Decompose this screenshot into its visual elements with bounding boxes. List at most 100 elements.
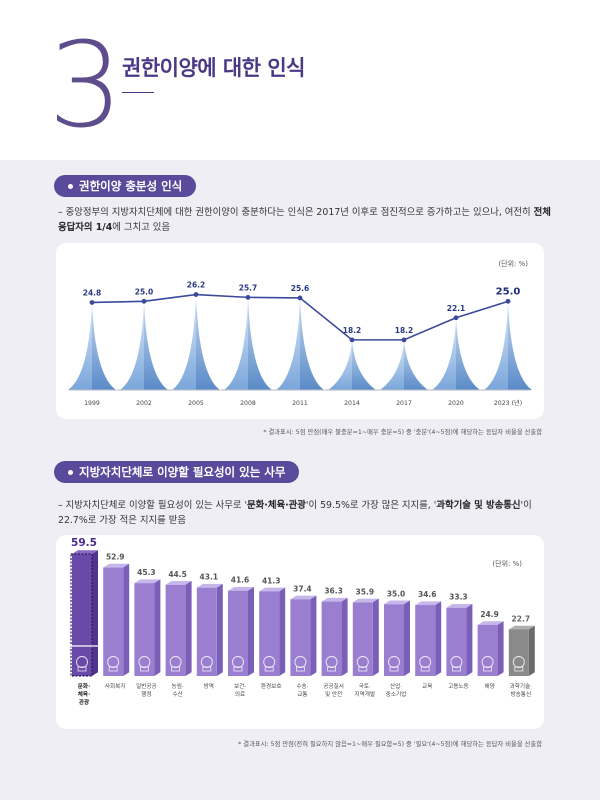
section1-desc-suffix: 에 그치고 있음 bbox=[112, 222, 170, 233]
x-tick-label: 2002 bbox=[136, 400, 152, 407]
data-label: 25.6 bbox=[291, 284, 310, 293]
bar bbox=[134, 583, 155, 676]
category-label: 의료 bbox=[235, 691, 245, 698]
section2-description: – 지방자치단체로 이양할 필요성이 있는 사무로 '문화·체육·관광'이 59… bbox=[58, 498, 558, 528]
category-label: 사회복지 bbox=[105, 682, 126, 690]
x-tick-label: 2017 bbox=[396, 400, 412, 407]
data-point bbox=[89, 300, 95, 305]
bar bbox=[196, 587, 217, 676]
bar bbox=[352, 602, 373, 676]
city-crane-icon bbox=[356, 656, 369, 672]
x-tick-label: 2020 bbox=[448, 400, 464, 407]
bar-side bbox=[248, 586, 254, 676]
bar-side bbox=[185, 581, 192, 676]
section2-title-pill: 지방자치단체로 이양할 필요성이 있는 사무 bbox=[54, 461, 300, 483]
bar-top bbox=[165, 581, 192, 585]
x-tick-label: 2023 (년) bbox=[494, 399, 522, 407]
chapter-number: 3 bbox=[48, 16, 124, 154]
category-label: 보건· bbox=[234, 683, 246, 690]
bar-value-label: 44.5 bbox=[168, 570, 187, 579]
bar-chart-card: (단위: %) 59.5 문화· 체육· 관광 52.9 사회복지 45.3 일반공공 행정 44… bbox=[56, 535, 544, 729]
microphone-icon bbox=[512, 656, 525, 672]
bar-side bbox=[435, 601, 442, 676]
bar-value-label: 41.3 bbox=[262, 576, 281, 585]
spike-left bbox=[328, 339, 352, 390]
police-badge-icon bbox=[325, 656, 338, 672]
category-label: 과학기술· bbox=[510, 682, 533, 690]
bar-highlight-outline bbox=[70, 553, 93, 677]
bar-top bbox=[321, 597, 348, 602]
spike-right bbox=[456, 317, 480, 390]
section1-title-pill: 권한이양 충분성 인식 bbox=[54, 175, 197, 197]
section2-desc-prefix: – 지방자치단체로 이양할 필요성이 있는 사무로 ' bbox=[58, 500, 248, 511]
data-point bbox=[453, 315, 459, 321]
spike-left bbox=[484, 301, 508, 390]
section1-note: * 결과표시: 5점 만점(매우 불충분=1~매우 충분=5) 중 '충분'(4… bbox=[263, 429, 542, 436]
bar-value-label: 33.3 bbox=[449, 593, 468, 602]
section2-desc-mid: '이 59.5%로 가장 많은 지지를, ' bbox=[305, 500, 437, 511]
bar-top bbox=[508, 625, 535, 630]
bar-top bbox=[196, 583, 223, 588]
spike-left bbox=[432, 317, 456, 390]
spike-right bbox=[300, 297, 324, 390]
bar-value-label: 35.0 bbox=[387, 589, 406, 598]
x-tick-label: 1999 bbox=[84, 400, 100, 407]
data-point bbox=[141, 298, 147, 304]
people-icon bbox=[107, 656, 120, 672]
bar-value-label: 36.3 bbox=[324, 587, 343, 596]
line-chart: 24.8 1999 25.0 2002 26.2 2005 25.7 2008 25.6 2011… bbox=[68, 281, 532, 407]
section1-desc-bold: 전체 응답자의 1/4 bbox=[58, 207, 551, 233]
section2-desc-bold1: 문화·체육·관광 bbox=[247, 500, 306, 511]
bar-value-label: 41.6 bbox=[231, 576, 250, 585]
category-label: 공공질서 bbox=[323, 682, 344, 690]
data-label: 24.8 bbox=[83, 288, 102, 297]
bar-side bbox=[404, 600, 410, 676]
syringe-icon bbox=[232, 656, 244, 672]
category-label: 산업· bbox=[390, 682, 402, 690]
section1-description: – 중앙정부의 지방자치단체에 대한 권한이양이 충분하다는 인식은 2017년… bbox=[58, 205, 558, 235]
data-point bbox=[297, 295, 303, 301]
bar-value-label: 22.7 bbox=[512, 614, 531, 623]
x-tick-label: 2005 bbox=[188, 400, 204, 407]
category-label: 관광 bbox=[79, 698, 90, 706]
bar bbox=[165, 584, 186, 676]
category-label: 해양 bbox=[484, 682, 494, 690]
bar-top bbox=[446, 603, 473, 608]
x-tick-label: 2008 bbox=[240, 400, 256, 407]
bus-icon bbox=[294, 656, 307, 672]
section1-desc-prefix: – 중앙정부의 지방자치단체에 대한 권한이양이 충분하다는 인식은 2017년… bbox=[58, 207, 534, 218]
bar-top bbox=[415, 601, 442, 606]
bar-top bbox=[259, 587, 286, 592]
spike-right bbox=[352, 339, 376, 390]
category-label: 문화· bbox=[78, 682, 90, 690]
spike-right bbox=[92, 302, 116, 390]
section2-note: * 결과표시: 5점 만점(전혀 필요하지 않음=1~매우 필요함=5) 중 '… bbox=[238, 741, 542, 748]
bar-side bbox=[92, 550, 98, 676]
data-point bbox=[401, 337, 407, 343]
factory-icon bbox=[388, 656, 400, 672]
x-tick-label: 2014 bbox=[344, 400, 360, 407]
bar-value-label: 45.3 bbox=[137, 568, 156, 577]
bar bbox=[384, 604, 404, 676]
chapter-header: 3 권한이양에 대한 인식 bbox=[0, 0, 600, 160]
bar-value-label: 59.5 bbox=[71, 537, 97, 549]
bar-side bbox=[279, 587, 286, 676]
bar-top bbox=[352, 598, 379, 603]
category-label: 수송· bbox=[296, 682, 308, 690]
spike-right bbox=[508, 301, 532, 390]
bar-value-label: 37.4 bbox=[293, 584, 312, 593]
bar bbox=[321, 601, 342, 676]
bar-top bbox=[384, 600, 410, 605]
bar-side bbox=[528, 625, 535, 676]
bar-top bbox=[290, 595, 317, 600]
category-label: 행정 bbox=[141, 690, 151, 698]
category-label: 교육 bbox=[422, 683, 432, 690]
bar bbox=[72, 554, 92, 676]
data-label: 26.2 bbox=[187, 281, 206, 290]
bar-top bbox=[134, 579, 161, 584]
ship-icon bbox=[481, 656, 494, 672]
bar-side bbox=[154, 579, 161, 676]
bar-side bbox=[466, 603, 473, 676]
leaf-drop-icon bbox=[263, 656, 276, 672]
